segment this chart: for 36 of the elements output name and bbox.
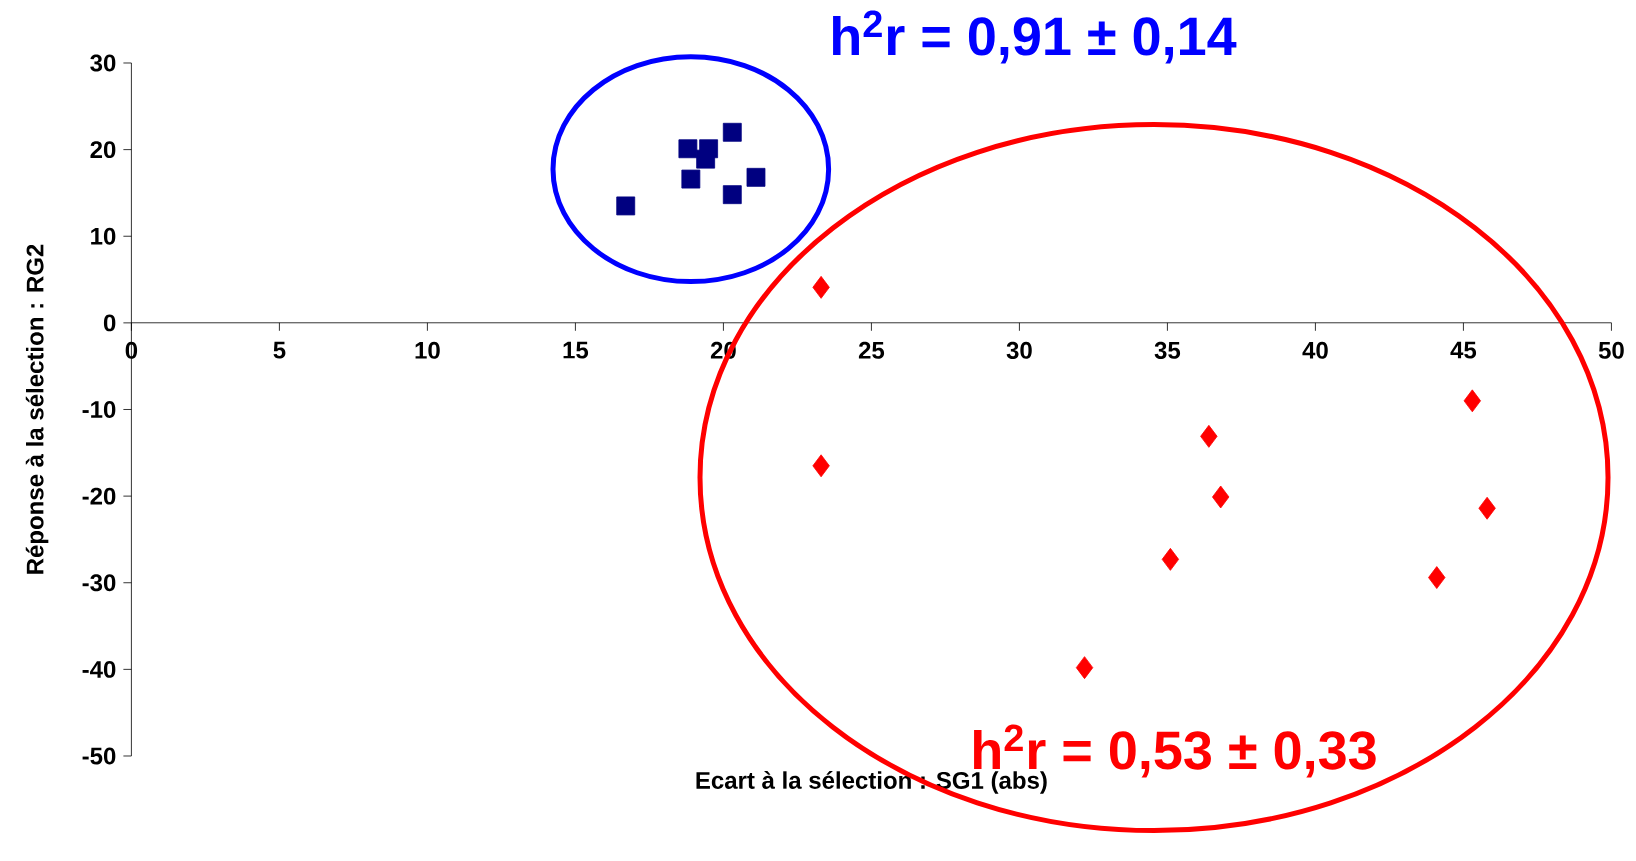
point: [1161, 547, 1180, 571]
y-axis-title: Réponse à la sélection : RG2: [25, 244, 49, 574]
point: [616, 196, 636, 216]
x-tick-label: 35: [1154, 341, 1181, 359]
x-tick-label: 45: [1450, 341, 1477, 359]
point: [1478, 496, 1496, 520]
y-tick-label: 20: [90, 141, 116, 159]
x-tick-label: 30: [1006, 341, 1032, 359]
point: [1463, 389, 1481, 413]
x-tick-label: 25: [858, 341, 885, 359]
y-tick-label: -10: [82, 401, 116, 418]
x-tick-label: 10: [415, 341, 440, 359]
x-tick-label: 15: [563, 341, 589, 359]
annotation: h$^{2}$r = 0,91 ± 0,14: [833, 10, 1237, 64]
point: [678, 139, 698, 159]
y-tick-label: 10: [91, 227, 116, 245]
point: [1200, 424, 1218, 448]
y-tick-label: 0: [103, 314, 116, 332]
point: [812, 275, 830, 299]
y-tick-label: 30: [90, 54, 116, 72]
point: [746, 167, 766, 187]
x-tick-label: 50: [1598, 341, 1624, 359]
y-tick-label: -20: [82, 487, 116, 505]
point: [1212, 485, 1230, 509]
x-tick-label: 5: [273, 341, 286, 359]
point: [722, 185, 742, 205]
point: [1428, 566, 1446, 589]
y-tick-label: -30: [82, 574, 116, 592]
point: [812, 454, 830, 478]
x-tick-label: 40: [1302, 341, 1328, 359]
point: [1075, 656, 1094, 680]
point: [696, 149, 716, 169]
point: [722, 122, 742, 142]
y-tick-label: -40: [82, 660, 116, 678]
y-tick-label: -50: [82, 747, 116, 765]
point: [681, 169, 701, 189]
